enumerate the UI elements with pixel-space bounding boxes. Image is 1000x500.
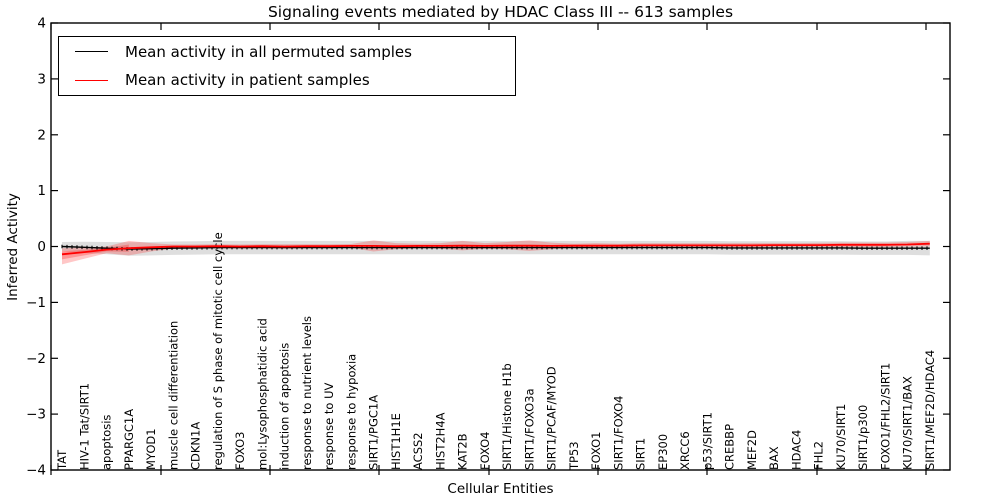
y-tick-label: 3 (37, 71, 46, 87)
x-tick-label: SIRT1/MEF2D/HDAC4 (923, 350, 937, 470)
x-tick-label: response to hypoxia (344, 354, 358, 470)
y-tick-label: 2 (37, 127, 46, 143)
x-tick-label: PPARGC1A (122, 409, 136, 470)
y-tick-label: −2 (26, 351, 46, 367)
x-tick-label: regulation of S phase of mitotic cell cy… (211, 232, 225, 470)
legend-item-permuted: Mean activity in all permuted samples (59, 38, 515, 66)
x-axis-label: Cellular Entities (447, 481, 554, 497)
x-tick-label: FOXO1 (589, 432, 603, 470)
x-tick-label: CDKN1A (189, 422, 203, 470)
x-tick-label: SIRT1/p300 (856, 405, 870, 470)
x-tick-label: SIRT1 (634, 438, 648, 470)
x-tick-label: TP53 (567, 441, 581, 471)
x-tick-label: SIRT1/FOXO3a (522, 388, 536, 470)
y-axis-label: Inferred Activity (5, 193, 21, 301)
y-tick-label: −4 (26, 463, 46, 479)
x-tick-label: TAT (55, 449, 69, 471)
y-tick-labels: 4 3 2 1 0 −1 −2 −3 −4 (26, 16, 46, 479)
x-tick-label: FOXO1/FHL2/SIRT1 (878, 363, 892, 470)
x-tick-label: SIRT1/PCAF/MYOD (545, 366, 559, 470)
chart-title: Signaling events mediated by HDAC Class … (267, 3, 734, 21)
y-tick-label: 4 (37, 16, 46, 32)
patient-line (61, 242, 930, 256)
x-tick-label: SIRT1/FOXO4 (611, 395, 625, 470)
x-tick-label: muscle cell differentiation (166, 321, 180, 470)
x-tick-labels: TAT HIV-1 Tat/SIRT1 apoptosis PPARGC1A MYOD1… (55, 232, 937, 471)
x-tick-label: FOXO3 (233, 432, 247, 470)
x-tick-label: XRCC6 (678, 431, 692, 470)
x-tick-label: KU70/SIRT1 (834, 404, 848, 470)
y-tick-label: 1 (37, 183, 46, 199)
legend-label-permuted: Mean activity in all permuted samples (125, 42, 412, 61)
x-tick-label: FHL2 (812, 441, 826, 470)
x-tick-label: mol:Lysophosphatidic acid (255, 318, 269, 470)
y-tick-label: −1 (26, 295, 46, 311)
x-tick-label: induction of apoptosis (278, 343, 292, 470)
x-tick-label: KAT2B (456, 433, 470, 470)
x-tick-label: HDAC4 (789, 430, 803, 470)
x-tick-label: ACSS2 (411, 432, 425, 470)
x-tick-label: apoptosis (100, 415, 114, 470)
legend-label-patient: Mean activity in patient samples (125, 71, 370, 90)
x-tick-label: HIV-1 Tat/SIRT1 (77, 383, 91, 470)
legend-item-patient: Mean activity in patient samples (59, 66, 515, 94)
y-tick-label: 0 (37, 239, 46, 255)
x-axis-ticks (50, 23, 927, 475)
x-tick-label: HIST1H1E (389, 413, 403, 470)
x-tick-label: EP300 (656, 434, 670, 470)
y-tick-label: −3 (26, 407, 46, 423)
legend: Mean activity in all permuted samples Me… (58, 36, 516, 96)
permuted-line-swatch (75, 51, 108, 53)
x-tick-label: MYOD1 (144, 428, 158, 470)
x-tick-label: BAX (767, 446, 781, 470)
x-tick-label: MEF2D (745, 430, 759, 470)
x-tick-label: CREBBP (723, 424, 737, 470)
y-axis-ticks (51, 22, 950, 471)
data-point-markers (61, 244, 928, 251)
x-tick-label: KU70/SIRT1/BAX (901, 376, 915, 470)
x-tick-label: SIRT1/PGC1A (367, 395, 381, 470)
x-tick-label: response to UV (322, 382, 336, 470)
x-tick-label: response to nutrient levels (300, 316, 314, 470)
x-tick-label: p53/SIRT1 (700, 412, 714, 470)
x-tick-label: SIRT1/Histone H1b (500, 363, 514, 470)
patient-line-swatch (75, 79, 108, 81)
x-tick-label: FOXO4 (478, 432, 492, 470)
x-tick-label: HIST2H4A (433, 412, 447, 470)
